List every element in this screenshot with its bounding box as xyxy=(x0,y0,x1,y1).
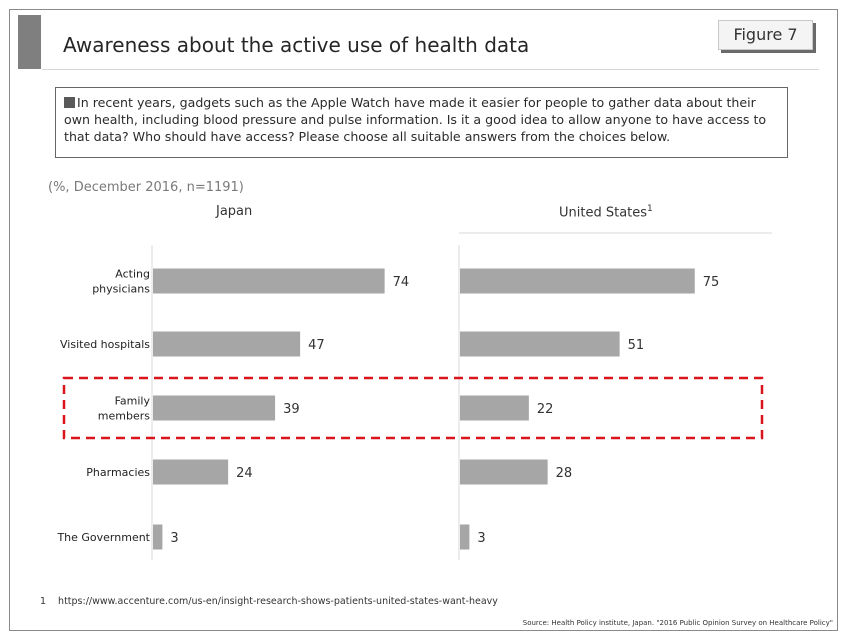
category-label-line: Pharmacies xyxy=(86,466,150,479)
source-note: Source: Health Policy institute, Japan. … xyxy=(522,619,833,627)
bar xyxy=(153,268,385,294)
data-label: 74 xyxy=(393,275,410,290)
category-label: Pharmacies xyxy=(86,466,150,479)
category-label-line: Acting xyxy=(115,268,150,281)
panel-title-us-text: United States xyxy=(559,205,648,221)
footnote: 1 https://www.accenture.com/us-en/insight… xyxy=(40,596,498,607)
panel-title-japan-text: Japan xyxy=(216,204,253,219)
page-title: Awareness about the active use of health… xyxy=(63,33,530,57)
bar xyxy=(153,395,276,421)
category-label: Acting physicians xyxy=(92,268,150,296)
question-text: In recent years, gadgets such as the App… xyxy=(64,95,767,144)
slide-frame xyxy=(9,9,838,631)
data-label: 28 xyxy=(556,466,573,481)
chart-note: (%, December 2016, n=1191) xyxy=(48,180,244,195)
bar xyxy=(460,331,620,357)
bar xyxy=(460,524,470,550)
bar xyxy=(153,524,163,550)
category-label-line: The Government xyxy=(56,531,150,544)
data-label: 3 xyxy=(170,531,178,546)
category-label-line: Family xyxy=(115,395,151,408)
bar xyxy=(153,331,301,357)
data-label: 75 xyxy=(703,275,720,290)
panel-title-us: United States1 xyxy=(559,204,653,220)
bar xyxy=(460,268,695,294)
square-bullet-icon xyxy=(64,97,75,108)
panel-title-us-footnote-mark: 1 xyxy=(647,204,653,214)
footnote-text: https://www.accenture.com/us-en/insight-… xyxy=(58,596,498,607)
figure-badge: Figure 7 xyxy=(718,20,813,50)
title-accent-bar xyxy=(18,15,41,69)
category-label: Family members xyxy=(98,395,151,423)
category-label-line: physicians xyxy=(92,283,150,296)
bar xyxy=(153,459,229,485)
category-label-line: members xyxy=(98,410,150,423)
category-label: The Government xyxy=(56,531,150,544)
footnote-number: 1 xyxy=(40,596,47,607)
data-label: 47 xyxy=(308,338,325,353)
category-label-line: Visited hospitals xyxy=(60,338,150,351)
category-label: Visited hospitals xyxy=(60,338,150,351)
data-label: 24 xyxy=(236,466,253,481)
bar xyxy=(460,395,529,421)
question-box: In recent years, gadgets such as the App… xyxy=(55,87,788,158)
data-label: 22 xyxy=(537,402,554,417)
data-label: 3 xyxy=(477,531,485,546)
data-label: 39 xyxy=(283,402,300,417)
panel-title-japan: Japan xyxy=(216,204,252,219)
title-divider xyxy=(42,69,819,70)
data-label: 51 xyxy=(628,338,645,353)
highlight-box xyxy=(62,376,764,440)
bar xyxy=(460,459,548,485)
